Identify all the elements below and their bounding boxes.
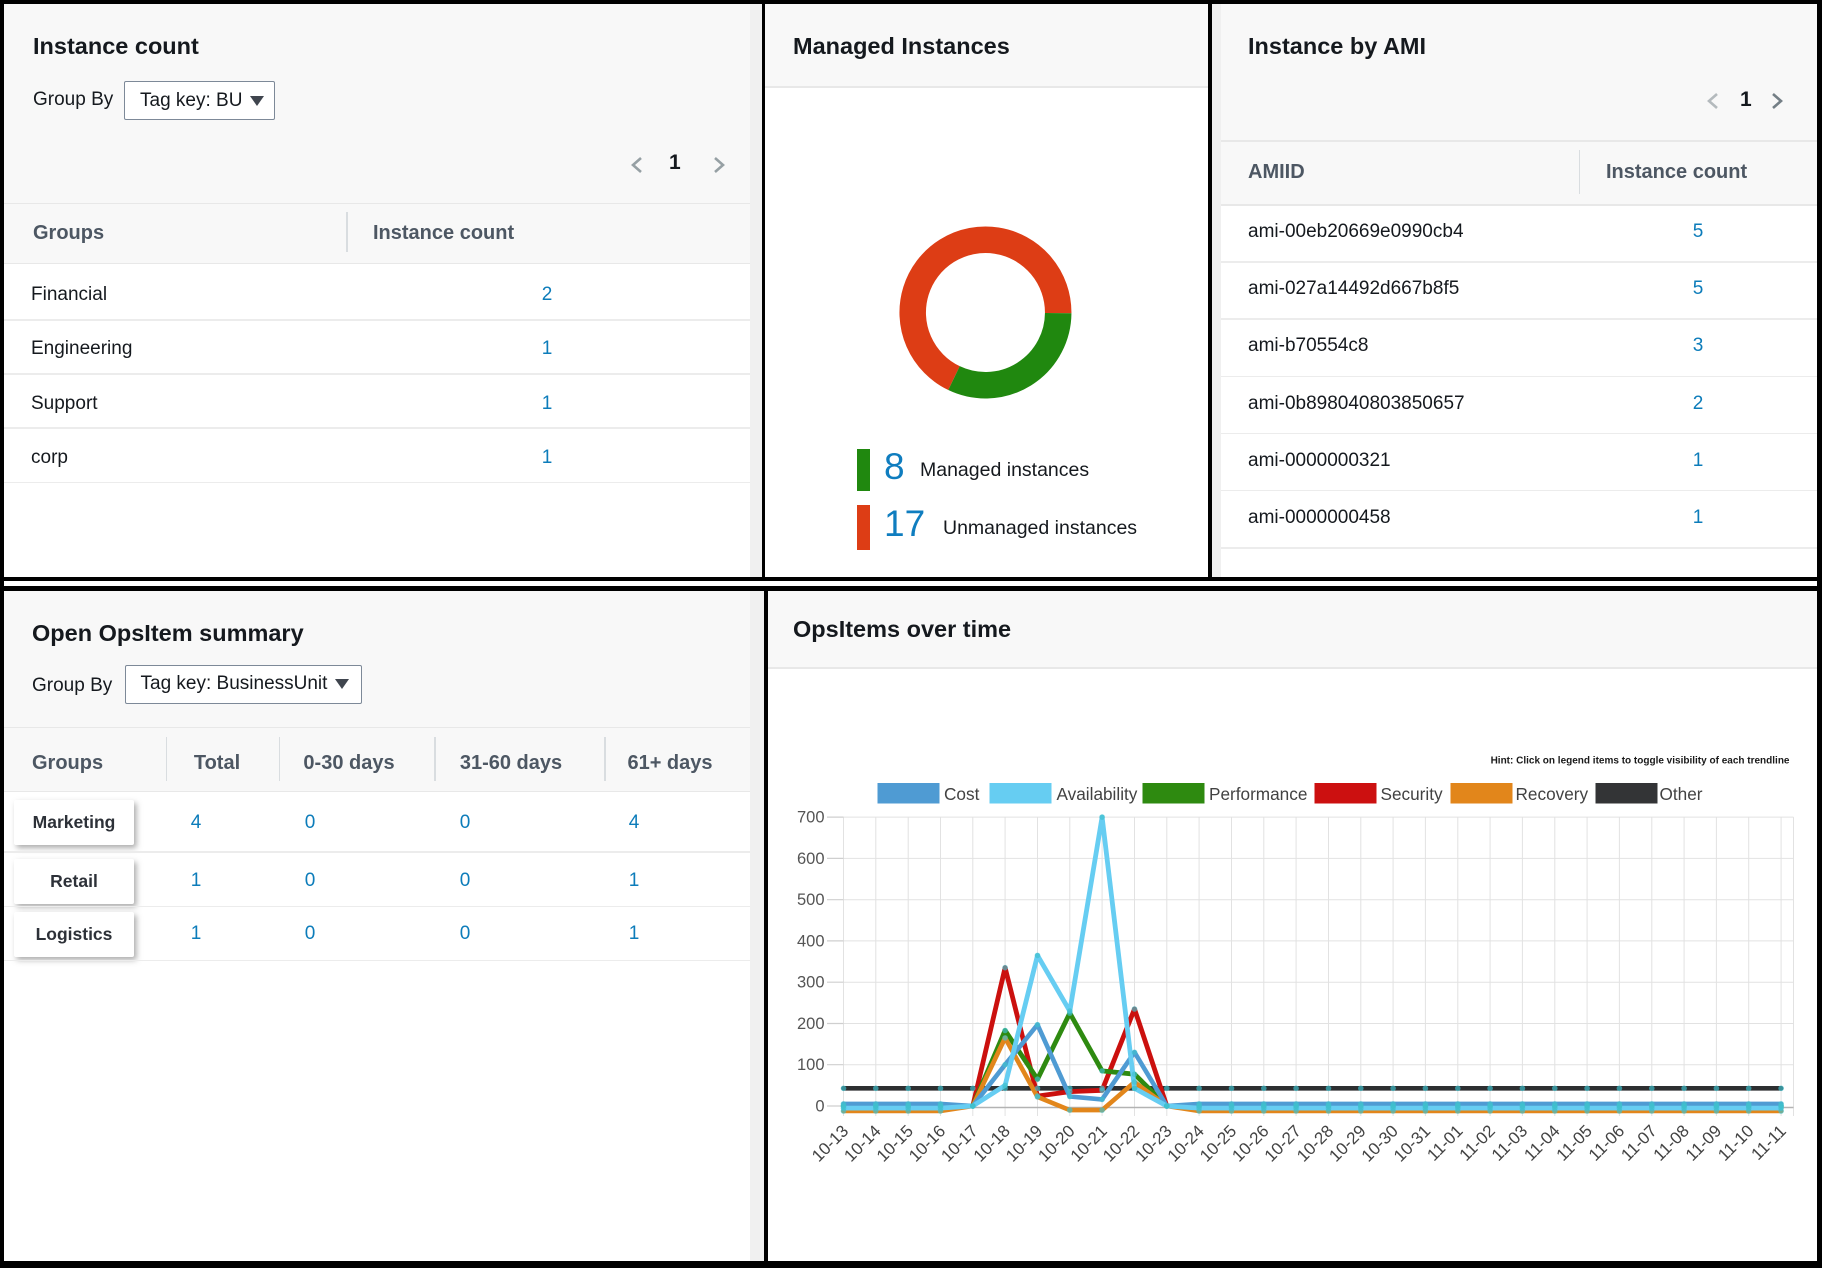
svg-text:Availability: Availability xyxy=(1056,784,1137,804)
svg-text:10-13: 10-13 xyxy=(808,1121,852,1165)
svg-text:10-27: 10-27 xyxy=(1260,1121,1304,1165)
svg-text:10-18: 10-18 xyxy=(969,1121,1013,1165)
svg-text:10-23: 10-23 xyxy=(1131,1121,1175,1165)
svg-text:Security: Security xyxy=(1380,784,1442,804)
svg-text:10-31: 10-31 xyxy=(1390,1121,1434,1165)
svg-text:11-02: 11-02 xyxy=(1455,1121,1498,1164)
svg-text:300: 300 xyxy=(796,974,824,992)
svg-text:400: 400 xyxy=(796,932,824,950)
svg-text:10-29: 10-29 xyxy=(1325,1121,1369,1165)
svg-text:11-04: 11-04 xyxy=(1520,1121,1563,1164)
svg-text:11-05: 11-05 xyxy=(1552,1121,1595,1164)
svg-text:500: 500 xyxy=(796,891,824,909)
svg-text:11-07: 11-07 xyxy=(1617,1121,1660,1164)
svg-text:10-24: 10-24 xyxy=(1163,1121,1207,1165)
svg-text:11-11: 11-11 xyxy=(1747,1121,1789,1163)
svg-text:10-21: 10-21 xyxy=(1066,1121,1110,1165)
svg-text:0: 0 xyxy=(815,1098,824,1116)
svg-text:10-19: 10-19 xyxy=(1002,1121,1046,1165)
svg-text:Hint: Click on legend items to: Hint: Click on legend items to toggle vi… xyxy=(1490,756,1789,767)
svg-text:10-25: 10-25 xyxy=(1196,1121,1240,1165)
svg-text:Other: Other xyxy=(1659,784,1702,804)
svg-text:600: 600 xyxy=(796,850,824,868)
svg-text:10-17: 10-17 xyxy=(937,1121,981,1165)
svg-text:Cost: Cost xyxy=(944,784,980,804)
svg-text:11-09: 11-09 xyxy=(1681,1121,1724,1164)
svg-text:10-26: 10-26 xyxy=(1228,1121,1272,1165)
svg-text:11-08: 11-08 xyxy=(1649,1121,1692,1164)
svg-text:11-10: 11-10 xyxy=(1714,1121,1757,1164)
svg-text:700: 700 xyxy=(796,809,824,827)
svg-text:10-14: 10-14 xyxy=(840,1121,884,1165)
svg-text:11-01: 11-01 xyxy=(1423,1121,1466,1164)
svg-text:10-16: 10-16 xyxy=(905,1121,949,1165)
svg-text:10-22: 10-22 xyxy=(1099,1121,1143,1165)
svg-text:200: 200 xyxy=(796,1015,824,1033)
svg-text:Performance: Performance xyxy=(1209,784,1307,804)
svg-text:11-06: 11-06 xyxy=(1584,1121,1627,1164)
svg-text:Recovery: Recovery xyxy=(1515,784,1588,804)
svg-text:10-15: 10-15 xyxy=(872,1121,916,1165)
svg-text:10-20: 10-20 xyxy=(1034,1121,1078,1165)
svg-text:10-30: 10-30 xyxy=(1357,1121,1401,1165)
svg-text:10-28: 10-28 xyxy=(1293,1121,1337,1165)
svg-text:11-03: 11-03 xyxy=(1487,1121,1530,1164)
svg-text:100: 100 xyxy=(796,1056,824,1074)
